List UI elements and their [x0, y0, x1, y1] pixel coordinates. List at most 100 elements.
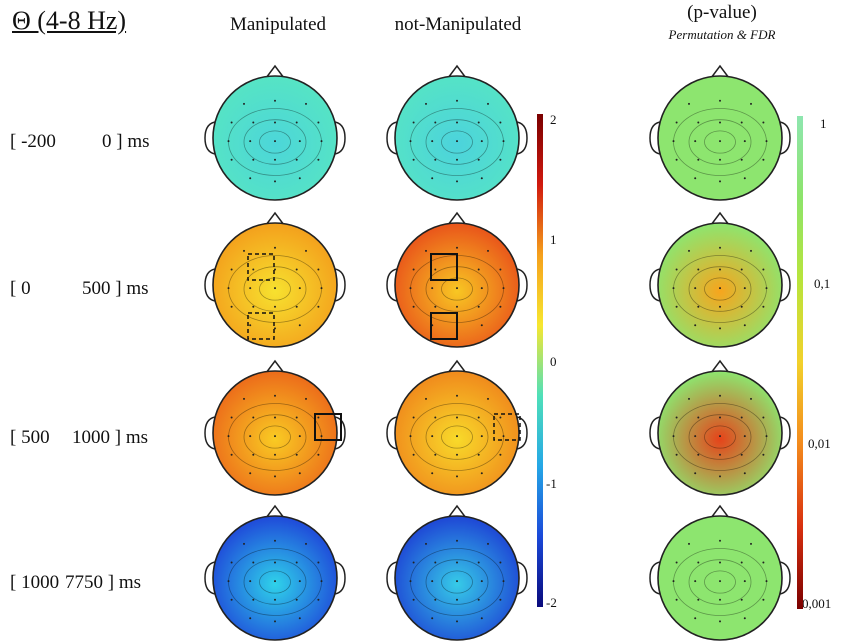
electrode-dot [243, 542, 245, 545]
electrode-dot [274, 539, 276, 542]
electrode-dot [743, 324, 746, 327]
electrode-dot [719, 539, 721, 542]
electrode-dot [252, 305, 255, 308]
ear-right-icon [779, 416, 791, 450]
ear-right-icon [779, 268, 791, 302]
electrode-dot [743, 140, 746, 143]
electrode-dot [431, 472, 434, 475]
electrode-dot [431, 435, 434, 438]
topomap-manipulated [204, 504, 346, 641]
electrode-dot [743, 472, 746, 475]
row-start: [ -200 [10, 131, 56, 152]
ear-left-icon [204, 561, 216, 595]
electrode-dot [295, 305, 298, 308]
electrode-dot [274, 435, 276, 438]
electrode-dot [719, 305, 721, 308]
electrode-dot [477, 305, 480, 308]
electrode-dot [230, 305, 233, 308]
contour-line [441, 570, 473, 594]
contour-line [704, 130, 736, 154]
electrode-dot [740, 158, 743, 161]
electrode-dot [502, 435, 505, 438]
topomap-pvalue [649, 64, 791, 201]
nose-icon [710, 504, 730, 519]
electrode-dot [412, 305, 415, 308]
head-outline [657, 222, 783, 348]
electrode-dot [480, 472, 483, 475]
contour-line [259, 425, 291, 449]
head-outline [212, 515, 338, 641]
electrode-dot [456, 453, 458, 456]
electrode-dot [295, 268, 298, 271]
electrode-dot [719, 620, 721, 623]
electrode-dot [230, 453, 233, 456]
electrode-dot [697, 561, 700, 564]
electrode-dot [431, 177, 434, 180]
electrode-dot [249, 580, 252, 583]
electrode-dot [719, 180, 721, 183]
electrode-dot [434, 305, 437, 308]
electrode-dot [274, 394, 276, 397]
electrode-dot [227, 287, 230, 290]
electrode-dot [762, 416, 765, 419]
electrode-dot [230, 598, 233, 601]
electrode-dot [298, 287, 301, 290]
contour-line [441, 130, 473, 154]
electrode-dot [320, 140, 323, 143]
electrode-dot [719, 158, 721, 161]
topomap-manipulated [204, 211, 346, 348]
electrode-dot [697, 158, 700, 161]
electrode-dot [456, 140, 458, 143]
electrode-dot [502, 287, 505, 290]
electrode-dot [434, 453, 437, 456]
electrode-dot [274, 140, 276, 143]
electrode-dot [431, 580, 434, 583]
electrode-dot [298, 177, 301, 180]
electrode-dot [230, 121, 233, 124]
electrode-dot [480, 324, 483, 327]
electrode-dot [274, 598, 276, 601]
electrode-dot [480, 140, 483, 143]
electrode-dot [456, 561, 458, 564]
electrode-dot [675, 268, 678, 271]
column-subheader-pvalue: Permutation & FDR [668, 27, 776, 42]
electrode-dot [456, 305, 458, 308]
contour-line [704, 425, 736, 449]
electrode-dot [243, 249, 245, 252]
ear-right-icon [334, 121, 346, 155]
electrode-dot [317, 268, 320, 271]
electrode-dot [719, 287, 721, 290]
ear-left-icon [386, 268, 398, 302]
topomap-pvalue [649, 359, 791, 496]
electrode-dot [456, 121, 458, 124]
electrode-dot [320, 435, 323, 438]
contour-line [704, 570, 736, 594]
electrode-dot [694, 177, 697, 180]
electrode-dot [743, 580, 746, 583]
electrode-dot [317, 598, 320, 601]
electrode-dot [477, 453, 480, 456]
electrode-dot [499, 158, 502, 161]
contour-line [425, 414, 489, 460]
electrode-dot [230, 268, 233, 271]
electrode-dot [697, 598, 700, 601]
electrode-dot [762, 598, 765, 601]
pvalue-tick-label: 0,1 [814, 276, 831, 291]
contour-line [243, 414, 307, 460]
electrode-dot [412, 268, 415, 271]
electrode-dot [230, 158, 233, 161]
ear-right-icon [516, 268, 528, 302]
column-header-not-manipulated: not-Manipulated [394, 14, 522, 35]
electrode-dot [252, 453, 255, 456]
electrode-dot [434, 561, 437, 564]
electrode-dot [740, 416, 743, 419]
contour-line [688, 266, 752, 312]
electrode-dot [719, 561, 721, 564]
contour-line [441, 425, 473, 449]
electrode-dot [740, 268, 743, 271]
ear-right-icon [779, 561, 791, 595]
roi-box [247, 253, 275, 281]
electrode-dot [274, 580, 276, 583]
electrode-dot [675, 305, 678, 308]
contour-line [243, 266, 307, 312]
